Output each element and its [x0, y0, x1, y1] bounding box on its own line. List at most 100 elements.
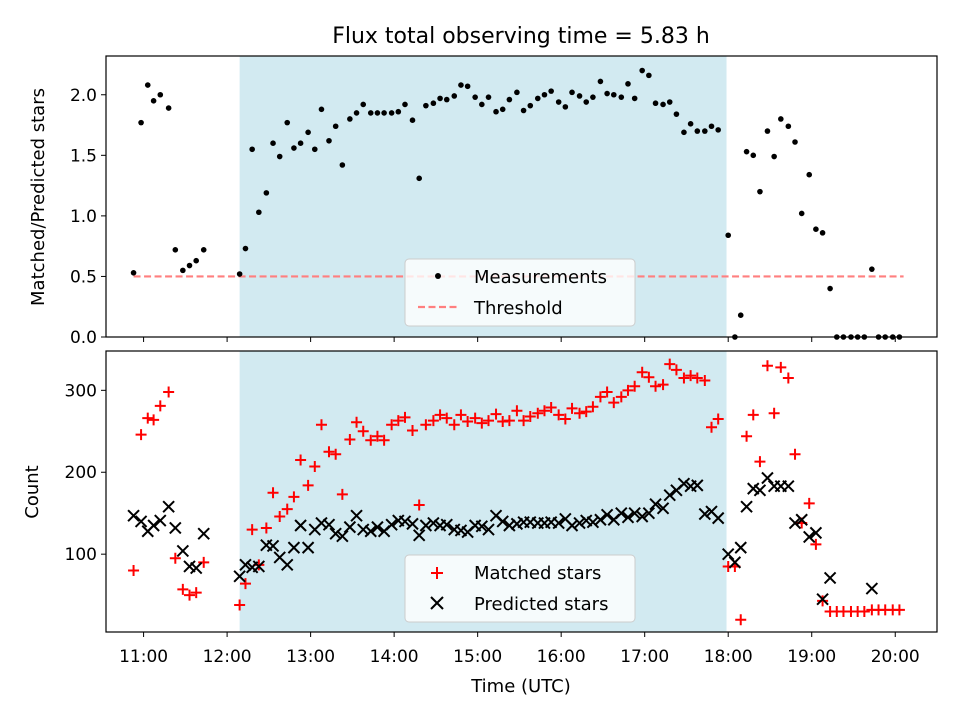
predicted-star-point: [573, 516, 586, 530]
predicted-star-point: [586, 516, 600, 529]
measurement-point: [157, 91, 164, 98]
matched-star-point: [761, 360, 773, 372]
legend-label-threshold: Threshold: [473, 298, 563, 319]
matched-star-point: [545, 402, 557, 414]
matched-star-point: [747, 409, 759, 421]
x-tick-label: 20:00: [871, 647, 920, 667]
matched-star-point: [371, 430, 383, 442]
matched-star-point: [135, 429, 147, 441]
measurement-point: [813, 226, 819, 233]
matched-star-point: [768, 407, 780, 419]
matched-star-point: [754, 456, 766, 468]
measurement-point: [792, 139, 798, 145]
matched-star-point: [378, 434, 390, 446]
matched-star-point: [615, 391, 627, 403]
matched-star-point: [184, 589, 196, 601]
matched-star-point: [706, 421, 718, 433]
measurement-point: [694, 128, 701, 134]
matched-star-point: [163, 386, 175, 398]
matched-star-point: [670, 364, 682, 376]
measurement-point: [249, 146, 255, 153]
measurement-point: [548, 88, 554, 94]
bottom-legend: Matched stars Predicted stars: [404, 554, 636, 623]
measurement-point: [541, 91, 548, 98]
measurement-point: [778, 116, 784, 122]
measurement-point: [409, 117, 416, 123]
measurement-point: [193, 257, 199, 264]
predicted-star-point: [677, 477, 691, 490]
measurement-point: [583, 99, 590, 105]
measurement-point: [514, 89, 520, 96]
matched-star-point: [650, 380, 662, 392]
predicted-star-point: [239, 558, 252, 572]
matched-star-point: [420, 419, 432, 431]
matched-star-point: [636, 366, 648, 378]
predicted-star-point: [865, 582, 879, 595]
y-tick-label: 0.0: [70, 328, 97, 348]
matched-star-point: [511, 405, 523, 417]
predicted-star-point: [440, 518, 453, 531]
predicted-star-point: [642, 507, 656, 520]
matched-star-point: [365, 434, 377, 446]
x-tick-label: 19:00: [787, 647, 836, 667]
predicted-star-point: [350, 509, 363, 522]
matched-star-point: [538, 405, 550, 417]
measurement-point: [332, 123, 339, 130]
measurement-point: [130, 270, 137, 276]
measurement-point: [395, 108, 402, 115]
matched-star-point: [490, 408, 502, 420]
top-x-axis: [143, 337, 896, 342]
measurement-point: [138, 119, 144, 126]
predicted-star-point: [162, 500, 175, 513]
matched-star-point: [260, 522, 272, 534]
measurement-point: [451, 93, 458, 99]
predicted-star-point: [127, 509, 140, 522]
matched-star-point: [622, 384, 634, 396]
legend-label-predicted: Predicted stars: [474, 594, 608, 615]
measurement-point: [725, 232, 732, 239]
matched-star-point: [566, 402, 578, 414]
predicted-star-point: [233, 570, 246, 583]
measurement-point: [597, 78, 604, 85]
predicted-star-point: [412, 529, 426, 542]
matched-star-point: [462, 415, 474, 427]
measurement-point: [353, 110, 360, 116]
matched-star-point: [782, 372, 794, 384]
measurement-point: [443, 96, 450, 103]
measurement-point: [242, 245, 249, 252]
measurement-point: [263, 190, 270, 196]
predicted-star-point: [816, 593, 829, 606]
measurement-point: [186, 262, 193, 269]
measurement-point: [437, 95, 443, 102]
measurement-point: [485, 94, 492, 100]
measurement-point: [305, 129, 311, 136]
measurement-points: [130, 67, 903, 340]
matched-star-point: [413, 499, 425, 511]
matched-star-point: [302, 479, 314, 491]
y-tick-label: 300: [65, 381, 97, 401]
y-tick-label: 100: [65, 545, 97, 565]
x-tick-label: 18:00: [704, 647, 753, 667]
predicted-star-point: [357, 523, 370, 536]
measurement-point: [423, 102, 429, 109]
measurement-point: [764, 128, 771, 134]
measurement-point: [618, 94, 625, 100]
y-tick-label: 200: [65, 463, 97, 483]
measurement-point: [687, 121, 694, 127]
predicted-star-point: [803, 530, 816, 544]
matched-star-point: [629, 380, 641, 392]
matched-star-point: [574, 407, 586, 419]
measurement-point: [402, 101, 408, 108]
measurement-point: [869, 266, 875, 272]
measurement-point: [625, 81, 631, 87]
matched-star-point: [893, 604, 905, 616]
y-tick-label: 0.5: [70, 267, 97, 287]
bottom-y-axis: 100 200 300: [65, 381, 106, 565]
matched-star-point: [392, 415, 404, 427]
matched-star-point: [608, 397, 620, 409]
measurement-point: [715, 127, 721, 133]
predicted-star-point: [734, 541, 747, 554]
matched-star-point: [775, 361, 787, 373]
measurement-point: [506, 96, 513, 103]
measurement-point: [388, 110, 395, 116]
